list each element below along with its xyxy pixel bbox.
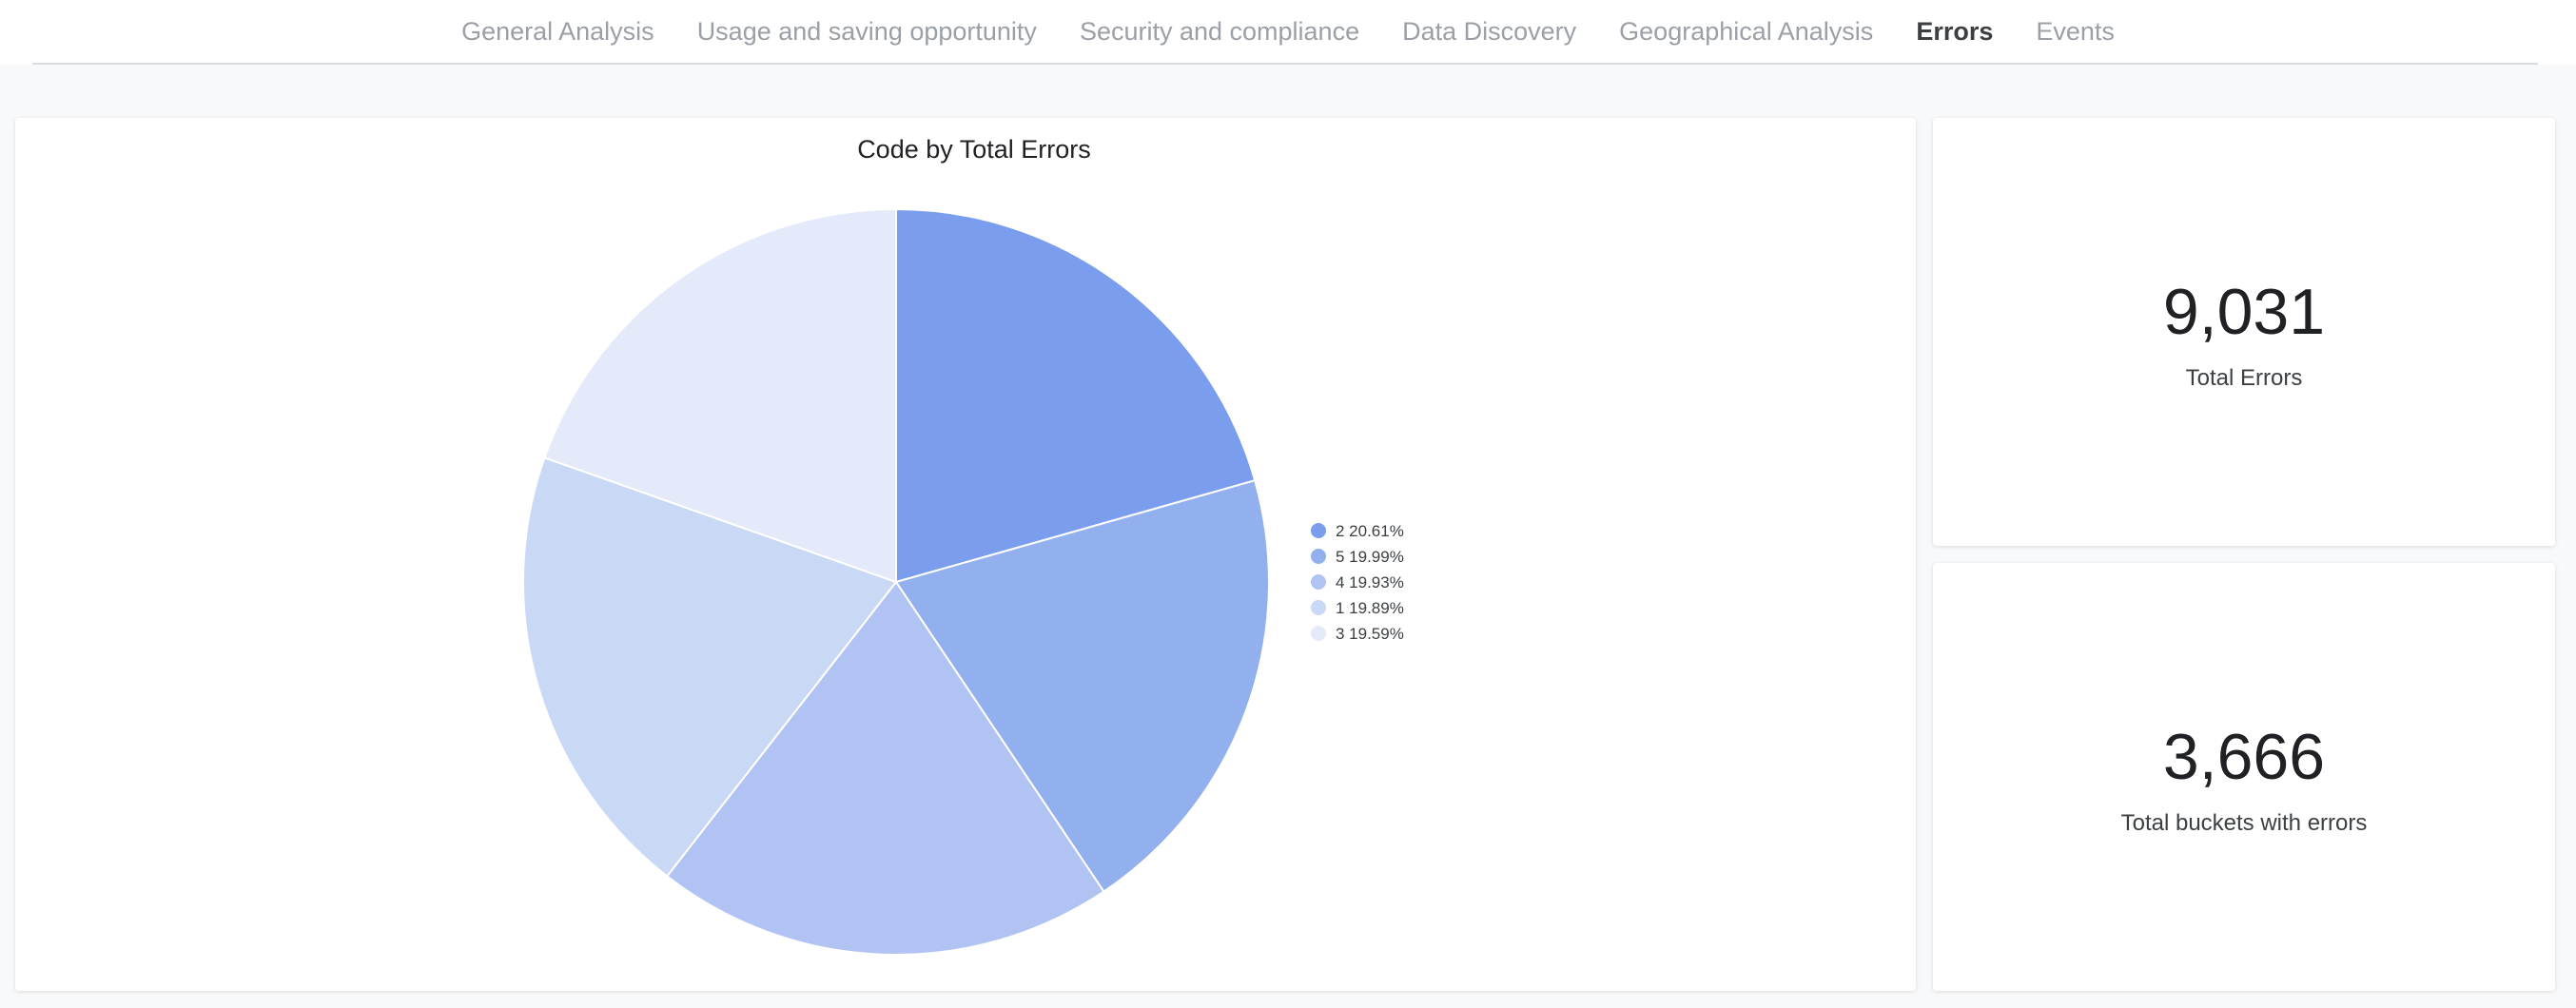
- nav-tabs: General Analysis Usage and saving opport…: [0, 0, 2576, 63]
- tab-errors[interactable]: Errors: [1916, 16, 1994, 46]
- legend-label-5[interactable]: 5 19.99%: [1336, 548, 1404, 566]
- total-errors-label: Total Errors: [2185, 365, 2303, 391]
- buckets-with-errors-label: Total buckets with errors: [2120, 810, 2368, 836]
- tab-events[interactable]: Events: [2036, 16, 2115, 46]
- legend-marker-3: [1311, 626, 1326, 641]
- pie-chart: 2 20.61% 5 19.99% 4 19.93% 1 19.89% 3 19.59%: [522, 207, 1404, 956]
- pie-slice-1[interactable]: [522, 456, 898, 878]
- legend-marker-5: [1311, 549, 1326, 564]
- tab-geographical-analysis[interactable]: Geographical Analysis: [1619, 16, 1874, 46]
- legend-marker-4: [1311, 574, 1326, 590]
- chart-card: Code by Total Errors 2 20.61% 5 19.99% 4 1…: [15, 118, 1916, 991]
- tab-general-analysis[interactable]: General Analysis: [461, 16, 654, 46]
- nav-divider: [32, 63, 2538, 65]
- pie-slice-5[interactable]: [894, 478, 1270, 893]
- legend-marker-2: [1311, 523, 1326, 538]
- top-navigation: General Analysis Usage and saving opport…: [0, 0, 2576, 65]
- legend-label-4[interactable]: 4 19.93%: [1336, 573, 1404, 591]
- total-errors-value: 9,031: [2162, 276, 2326, 348]
- tab-usage-and-saving-opportunity[interactable]: Usage and saving opportunity: [696, 16, 1037, 46]
- total-errors-card: 9,031 Total Errors: [1933, 118, 2555, 546]
- chart-title: Code by Total Errors: [857, 135, 1091, 164]
- tab-data-discovery[interactable]: Data Discovery: [1402, 16, 1577, 46]
- pie-slice-4[interactable]: [665, 580, 1105, 956]
- legend-label-2[interactable]: 2 20.61%: [1336, 522, 1404, 540]
- legend-label-3[interactable]: 3 19.59%: [1336, 625, 1404, 643]
- pie-slice-2[interactable]: [895, 207, 1257, 584]
- legend-label-1[interactable]: 1 19.89%: [1336, 599, 1404, 617]
- buckets-with-errors-card: 3,666 Total buckets with errors: [1933, 563, 2555, 991]
- pie-slice-3[interactable]: [543, 207, 897, 584]
- tab-security-and-compliance[interactable]: Security and compliance: [1079, 16, 1360, 46]
- buckets-with-errors-value: 3,666: [2162, 721, 2326, 793]
- legend-marker-1: [1311, 600, 1326, 615]
